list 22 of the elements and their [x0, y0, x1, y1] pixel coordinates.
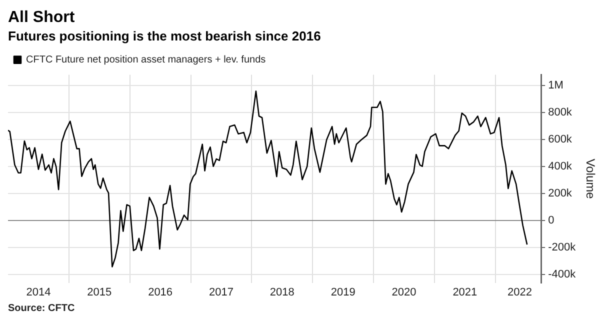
y-tick-label: 400k: [548, 160, 572, 173]
x-tick-label: 2019: [330, 286, 356, 298]
y-tick-label: 800k: [548, 106, 572, 119]
y-tick-label: 600k: [548, 134, 572, 146]
chart-subtitle: Futures positioning is the most bearish since 2016: [8, 28, 321, 44]
x-tick-label: 2020: [392, 286, 416, 298]
x-tick-label: 2017: [208, 286, 234, 298]
y-tick-label: 200k: [548, 188, 572, 200]
x-tick-label: 2021: [452, 286, 478, 298]
y-tick-label: 1M: [548, 80, 564, 92]
y-tick-label: -200k: [548, 242, 576, 254]
chart-title: All Short: [8, 9, 76, 26]
y-axis-title: Volume: [583, 158, 598, 200]
x-tick-label: 2018: [270, 286, 294, 298]
x-tick-label: 2015: [87, 286, 112, 298]
y-tick-label: 0: [548, 214, 554, 227]
x-tick-label: 2022: [508, 286, 532, 298]
source-note: Source: CFTC: [8, 303, 76, 314]
y-tick-label: -400k: [548, 268, 576, 281]
x-tick-label: 2014: [26, 286, 51, 298]
legend-label: CFTC Future net position asset managers + lev. funds: [26, 54, 266, 66]
x-tick-label: 2016: [148, 286, 173, 298]
